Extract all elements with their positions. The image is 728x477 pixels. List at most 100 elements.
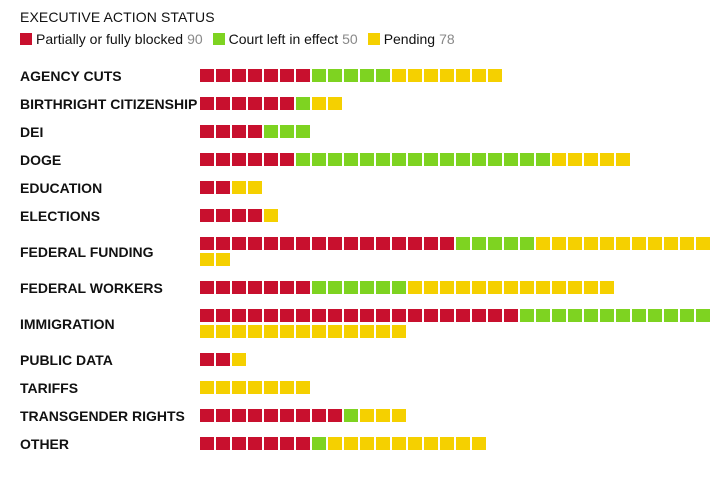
row-label: EDUCATION	[20, 180, 102, 196]
square-blocked	[280, 437, 294, 450]
row-education: EDUCATION	[20, 180, 262, 196]
square-blocked	[440, 237, 454, 250]
square-blocked	[216, 153, 230, 166]
square-pending	[424, 69, 438, 82]
square-pending	[456, 281, 470, 294]
square-pending	[456, 437, 470, 450]
square-blocked	[232, 281, 246, 294]
legend-item-blocked: Partially or fully blocked 90	[20, 31, 203, 47]
square-blocked	[200, 353, 214, 366]
square-blocked	[216, 353, 230, 366]
square-blocked	[504, 309, 518, 322]
row-label: AGENCY CUTS	[20, 68, 122, 84]
square-court	[664, 309, 678, 322]
square-court	[472, 153, 486, 166]
square-blocked	[248, 153, 262, 166]
square-pending	[664, 237, 678, 250]
row-label: BIRTHRIGHT CITIZENSHIP	[20, 96, 197, 112]
square-pending	[424, 281, 438, 294]
square-blocked	[296, 281, 310, 294]
square-blocked	[200, 437, 214, 450]
square-pending	[472, 69, 486, 82]
square-court	[296, 97, 310, 110]
square-blocked	[296, 237, 310, 250]
square-court	[488, 237, 502, 250]
square-pending	[312, 97, 326, 110]
square-pending	[440, 437, 454, 450]
square-blocked	[456, 309, 470, 322]
square-pending	[248, 381, 262, 394]
square-blocked	[216, 97, 230, 110]
square-court	[392, 281, 406, 294]
square-court	[504, 153, 518, 166]
square-pending	[296, 325, 310, 338]
square-pending	[232, 381, 246, 394]
square-blocked	[232, 309, 246, 322]
square-court	[600, 309, 614, 322]
square-court	[360, 69, 374, 82]
row-label: DEI	[20, 124, 43, 140]
row-label: TRANSGENDER RIGHTS	[20, 408, 185, 424]
square-blocked	[328, 237, 342, 250]
square-pending	[392, 437, 406, 450]
square-blocked	[280, 69, 294, 82]
square-blocked	[312, 409, 326, 422]
chart-title: EXECUTIVE ACTION STATUS	[20, 9, 215, 25]
square-blocked	[248, 69, 262, 82]
square-pending	[584, 281, 598, 294]
square-pending	[200, 253, 214, 266]
square-blocked	[376, 237, 390, 250]
square-pending	[488, 281, 502, 294]
row-label: IMMIGRATION	[20, 316, 115, 332]
square-blocked	[232, 237, 246, 250]
square-pending	[504, 281, 518, 294]
square-pending	[360, 409, 374, 422]
square-blocked	[296, 437, 310, 450]
square-blocked	[472, 309, 486, 322]
row-elections: ELECTIONS	[20, 208, 278, 224]
square-pending	[328, 97, 342, 110]
square-blocked	[376, 309, 390, 322]
square-court	[648, 309, 662, 322]
square-court	[680, 309, 694, 322]
square-court	[584, 309, 598, 322]
square-court	[344, 281, 358, 294]
square-court	[360, 153, 374, 166]
square-blocked	[360, 237, 374, 250]
row-other: OTHER	[20, 436, 486, 452]
square-blocked	[264, 237, 278, 250]
legend-count-pending: 78	[439, 31, 455, 47]
square-pending	[296, 381, 310, 394]
square-pending	[616, 153, 630, 166]
square-blocked	[232, 437, 246, 450]
legend-label-blocked: Partially or fully blocked	[36, 31, 184, 47]
square-blocked	[328, 409, 342, 422]
legend-swatch-pending	[367, 33, 380, 45]
square-blocked	[264, 437, 278, 450]
square-court	[456, 153, 470, 166]
square-pending	[344, 437, 358, 450]
square-blocked	[296, 69, 310, 82]
square-blocked	[248, 237, 262, 250]
square-blocked	[312, 309, 326, 322]
square-pending	[488, 69, 502, 82]
row-transgender-rights: TRANSGENDER RIGHTS	[20, 408, 406, 424]
square-blocked	[264, 97, 278, 110]
square-blocked	[200, 153, 214, 166]
square-court	[328, 281, 342, 294]
square-pending	[552, 237, 566, 250]
square-pending	[696, 237, 710, 250]
square-court	[328, 153, 342, 166]
square-pending	[600, 281, 614, 294]
square-blocked	[296, 409, 310, 422]
square-blocked	[232, 125, 246, 138]
square-blocked	[344, 309, 358, 322]
square-blocked	[216, 437, 230, 450]
square-blocked	[248, 97, 262, 110]
square-blocked	[232, 97, 246, 110]
square-blocked	[392, 309, 406, 322]
row-label: FEDERAL FUNDING	[20, 244, 154, 260]
square-pending	[648, 237, 662, 250]
square-court	[392, 153, 406, 166]
